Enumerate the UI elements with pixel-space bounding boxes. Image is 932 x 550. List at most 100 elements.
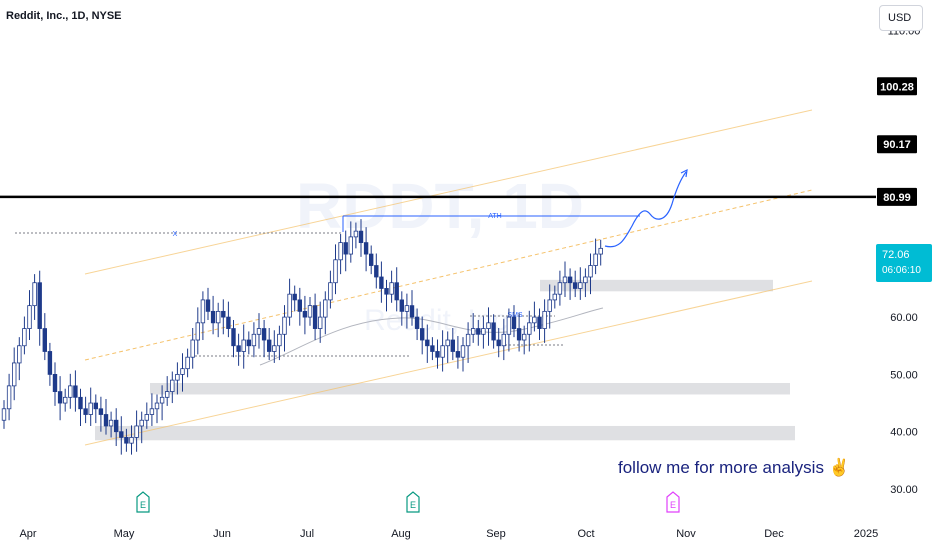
- candle-body: [307, 305, 313, 318]
- candle-body: [47, 351, 53, 375]
- x-tick-label: Jul: [300, 528, 314, 540]
- candle-body: [185, 356, 190, 370]
- price-tag-label: 100.28: [880, 81, 914, 93]
- candle-body: [450, 339, 455, 352]
- support-zone: [150, 382, 790, 395]
- candle-body: [511, 316, 517, 329]
- projection-arrow: [680, 168, 688, 178]
- candle-body: [384, 288, 389, 295]
- candle-body: [557, 282, 563, 295]
- x-tick-label: Jun: [213, 528, 231, 540]
- x-tick-label: Apr: [19, 528, 36, 540]
- candle-body: [440, 345, 445, 358]
- candle-body: [593, 253, 598, 266]
- channel-mid-line: [84, 189, 813, 361]
- candle-body: [73, 385, 78, 398]
- candle-body: [353, 230, 359, 238]
- y-tick-label: 50.00: [890, 369, 918, 381]
- candle-body: [221, 310, 226, 318]
- candle-body: [170, 379, 175, 392]
- candle-body: [358, 230, 364, 244]
- channel-top-line: [84, 109, 813, 275]
- candle-body: [414, 316, 420, 329]
- earnings-label: E: [140, 500, 146, 510]
- candle-body: [251, 333, 257, 347]
- candle-body: [333, 259, 338, 284]
- candle-body: [210, 310, 216, 324]
- current-price-tag: [876, 243, 932, 282]
- candle-body: [542, 310, 547, 329]
- candle-body: [42, 328, 47, 352]
- candle-body: [57, 391, 63, 404]
- candle-body: [195, 322, 200, 341]
- candle-body: [114, 419, 119, 433]
- candle-body: [394, 282, 399, 301]
- watermark-name: Reddit, Inc.: [364, 304, 516, 337]
- candle-body: [98, 408, 104, 415]
- candle-body: [567, 276, 573, 284]
- candle-body: [506, 316, 512, 335]
- candle-body: [312, 305, 318, 329]
- candle-body: [134, 425, 139, 438]
- candle-body: [588, 265, 593, 278]
- x-tick-label: Oct: [577, 528, 594, 540]
- candle-body: [154, 402, 160, 410]
- earnings-label: E: [410, 500, 416, 510]
- support-zone: [95, 425, 795, 441]
- candle-body: [149, 408, 155, 415]
- candle-body: [578, 282, 583, 289]
- candle-body: [328, 282, 333, 301]
- price-tag: [877, 77, 917, 96]
- candle-body: [1, 408, 7, 421]
- candle-body: [175, 373, 180, 381]
- candle-body: [164, 391, 170, 398]
- candle-body: [32, 282, 37, 307]
- candle-body: [598, 247, 603, 255]
- candle-body: [22, 328, 27, 347]
- candle-body: [455, 351, 461, 358]
- candle-body: [93, 402, 98, 410]
- candle-body: [129, 437, 134, 444]
- candle-body: [119, 431, 124, 438]
- candle-body: [389, 282, 394, 295]
- candle-body: [159, 396, 165, 404]
- candle-body: [144, 414, 149, 421]
- candle-body: [491, 322, 496, 341]
- candle-body: [215, 310, 221, 324]
- earnings-label: E: [670, 500, 676, 510]
- candle-body: [374, 265, 379, 278]
- candle-body: [205, 299, 211, 312]
- x-tick-label: Dec: [764, 528, 784, 540]
- moving-average-line: [259, 307, 604, 366]
- y-tick-label: 40.00: [890, 427, 918, 439]
- candle-body: [78, 396, 83, 410]
- candle-body: [430, 345, 435, 352]
- candle-body: [552, 293, 557, 301]
- x-tick-label: 2025: [854, 528, 878, 540]
- candle-body: [103, 414, 109, 427]
- candle-body: [272, 345, 277, 352]
- watermark-symbol: RDDT, 1D: [296, 170, 584, 242]
- candle-body: [190, 339, 195, 358]
- earnings-icon: [666, 491, 680, 513]
- current-price-value: 72.06: [882, 249, 910, 261]
- candles: [1, 219, 603, 455]
- y-tick-label: 30.00: [890, 484, 918, 496]
- candle-body: [266, 339, 272, 352]
- candle-body: [241, 339, 246, 352]
- candle-body: [465, 333, 471, 347]
- candle-body: [573, 282, 578, 289]
- candle-body: [317, 316, 323, 329]
- currency-selector[interactable]: USD: [879, 5, 923, 31]
- candle-body: [282, 316, 287, 335]
- candle-body: [486, 322, 491, 329]
- follow-annotation: follow me for more analysis ✌: [618, 458, 850, 477]
- candle-body: [445, 339, 450, 347]
- earnings-icon: [406, 491, 420, 513]
- candle-body: [368, 253, 374, 266]
- candle-body: [83, 408, 88, 415]
- candle-body: [323, 299, 328, 318]
- chart-title: Reddit, Inc., 1D, NYSE: [6, 10, 122, 22]
- candle-body: [470, 328, 476, 335]
